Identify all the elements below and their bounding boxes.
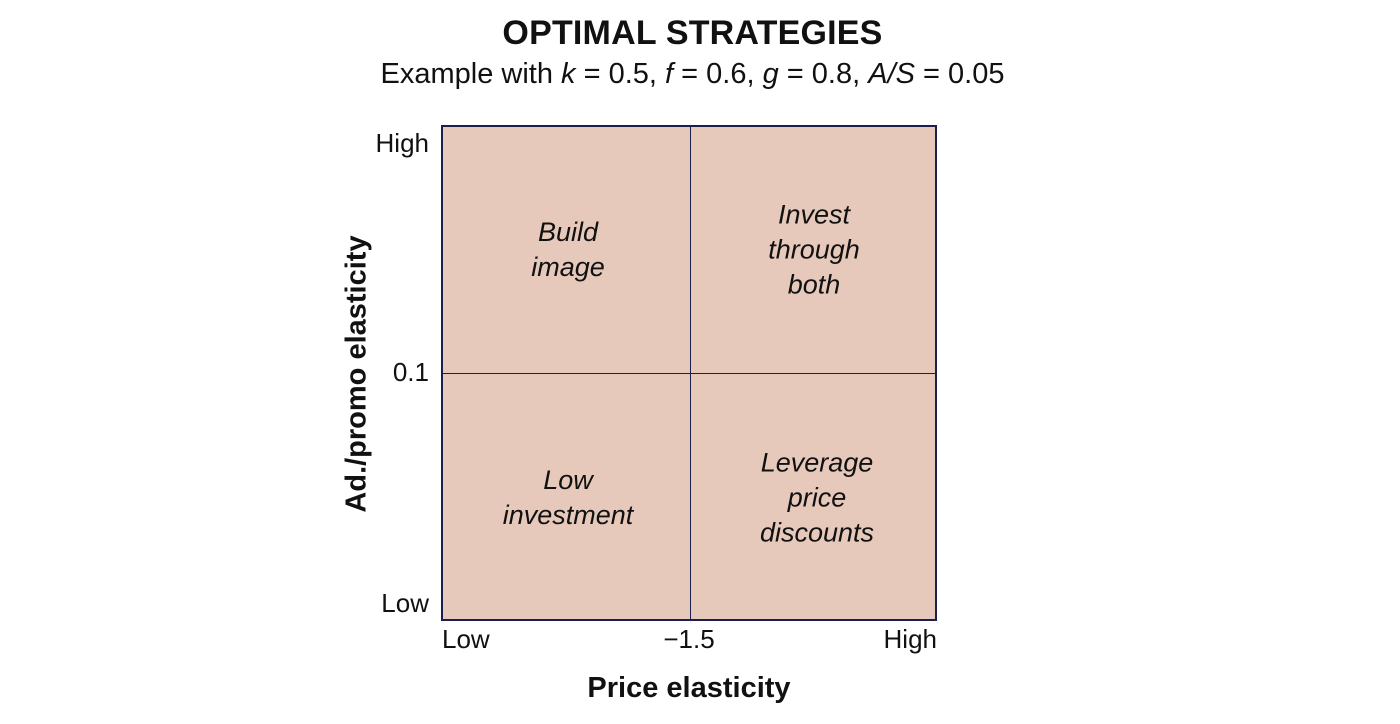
quadrant-line: Build [537, 217, 599, 247]
param-g-value: = 0.8, [778, 58, 869, 90]
chart-subtitle: Example with k = 0.5, f = 0.6, g = 0.8, … [0, 58, 1385, 91]
y-axis-title: Ad./promo elasticity [340, 235, 373, 513]
y-tick-high: High [375, 128, 429, 158]
quadrant-line: both [787, 269, 841, 300]
quadrant-line: Leverage [760, 447, 874, 478]
param-f-symbol: f [665, 58, 674, 90]
x-tick-high: High [883, 624, 937, 654]
strategy-matrix: Build image Invest through both Low inve… [441, 125, 937, 621]
x-tick-low: Low [442, 624, 490, 654]
quadrant-invest-through-both: Invest through both [704, 198, 924, 303]
quadrant-low-investment: Low investment [458, 463, 678, 533]
quadrant-line: Invest [777, 199, 851, 230]
quadrant-line: Low [543, 465, 593, 495]
y-tick-low: Low [381, 588, 429, 618]
quadrant-line: price [787, 482, 847, 513]
quadrant-line: discounts [759, 517, 875, 548]
param-k-value: = 0.5, [575, 58, 666, 90]
horizontal-divider [443, 373, 935, 374]
param-k-symbol: k [561, 58, 576, 90]
param-as-value: = 0.05 [914, 58, 1005, 90]
quadrant-line: investment [502, 500, 634, 530]
param-as-symbol: A/S [868, 58, 915, 90]
y-tick-mid: 0.1 [392, 357, 429, 387]
x-tick-mid: −1.5 [663, 624, 715, 654]
x-axis-title: Price elasticity [587, 672, 791, 704]
param-f-value: = 0.6, [673, 58, 763, 90]
quadrant-line: image [531, 252, 605, 282]
subtitle-prefix: Example with [380, 58, 562, 90]
param-g-symbol: g [762, 58, 779, 90]
quadrant-line: through [768, 234, 860, 265]
quadrant-build-image: Build image [458, 215, 678, 285]
quadrant-leverage-price-discounts: Leverage price discounts [707, 446, 927, 551]
chart-title: OPTIMAL STRATEGIES [502, 14, 883, 52]
